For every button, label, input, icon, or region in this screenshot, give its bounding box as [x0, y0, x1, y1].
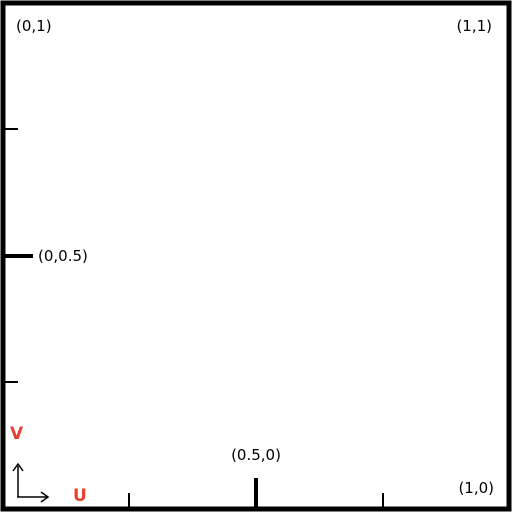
midpoint-label-bottom: (0.5,0): [231, 446, 281, 464]
v-axis-label: V: [10, 424, 24, 444]
uv-axes-icon: [12, 462, 50, 503]
corner-label-bottom-right: (1,0): [458, 479, 494, 497]
u-axis-label: U: [73, 486, 87, 506]
corner-label-top-left: (0,1): [16, 17, 52, 35]
corner-label-top-right: (1,1): [456, 17, 492, 35]
midpoint-label-left: (0,0.5): [38, 247, 88, 265]
